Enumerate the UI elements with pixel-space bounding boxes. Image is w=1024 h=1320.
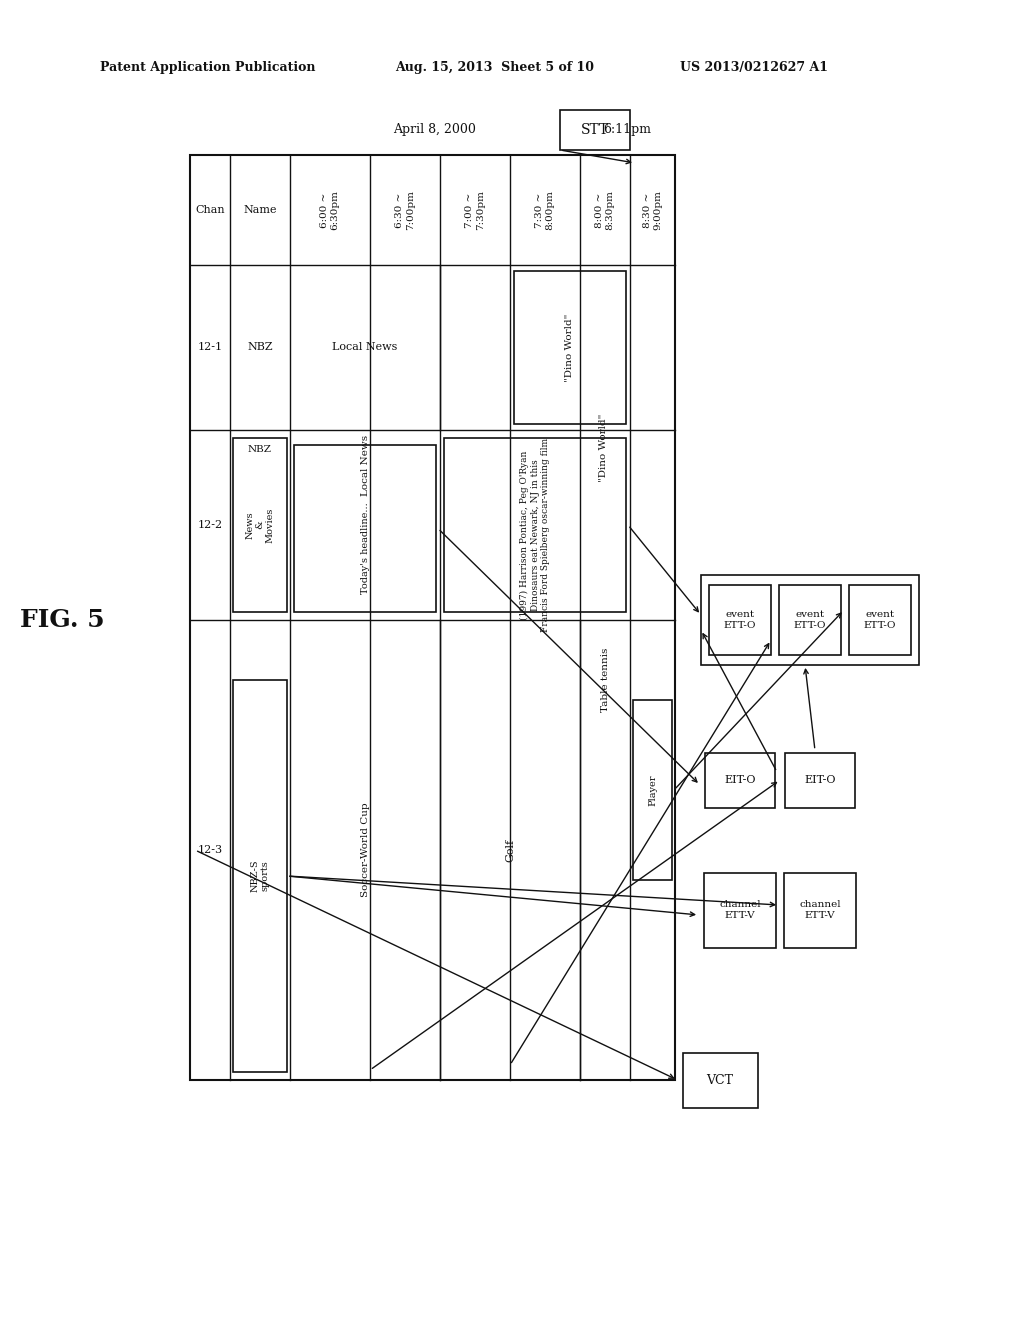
- Text: FIG. 5: FIG. 5: [19, 609, 104, 632]
- Bar: [233, 438, 287, 612]
- Text: Name: Name: [244, 205, 276, 215]
- Text: Local News: Local News: [360, 434, 370, 495]
- Bar: [705, 752, 775, 808]
- Text: Local News: Local News: [333, 342, 397, 352]
- Text: 8:30 ~
9:00pm: 8:30 ~ 9:00pm: [643, 190, 663, 230]
- Bar: [560, 110, 630, 150]
- Bar: [701, 576, 919, 665]
- Text: 6:00 ~
6:30pm: 6:00 ~ 6:30pm: [321, 190, 340, 230]
- Text: 8:00 ~
8:30pm: 8:00 ~ 8:30pm: [595, 190, 614, 230]
- Text: Table tennis: Table tennis: [600, 648, 609, 713]
- Bar: [444, 438, 626, 612]
- Text: Golf: Golf: [505, 838, 515, 862]
- Text: NBZ-S
sports: NBZ-S sports: [250, 859, 269, 892]
- Bar: [633, 700, 672, 880]
- Bar: [190, 154, 675, 1080]
- Text: "Dino World": "Dino World": [598, 413, 607, 482]
- Bar: [849, 585, 911, 655]
- Bar: [683, 1052, 758, 1107]
- Text: event
ETT-O: event ETT-O: [794, 610, 826, 630]
- Text: (1997) Harrison Pontiac, Peg O'Ryan
Dinosaurs eat Newark, NJ in this
Francis For: (1997) Harrison Pontiac, Peg O'Ryan Dino…: [520, 438, 550, 632]
- Text: Chan: Chan: [196, 205, 225, 215]
- Text: April 8, 2000: April 8, 2000: [393, 124, 476, 136]
- Text: STT: STT: [581, 123, 609, 137]
- Text: event
ETT-O: event ETT-O: [724, 610, 757, 630]
- Text: channel
ETT-V: channel ETT-V: [799, 900, 841, 920]
- Text: 6:11pm: 6:11pm: [603, 124, 651, 136]
- Text: EIT-O: EIT-O: [804, 775, 836, 785]
- Text: Aug. 15, 2013  Sheet 5 of 10: Aug. 15, 2013 Sheet 5 of 10: [395, 62, 594, 74]
- Bar: [705, 873, 776, 948]
- Bar: [294, 445, 436, 612]
- Text: 12-3: 12-3: [198, 845, 222, 855]
- Text: US 2013/0212627 A1: US 2013/0212627 A1: [680, 62, 828, 74]
- Text: "Dino World": "Dino World": [565, 313, 574, 381]
- Text: News
&
Movies: News & Movies: [245, 507, 274, 543]
- Text: EIT-O: EIT-O: [724, 775, 756, 785]
- Text: 12-2: 12-2: [198, 520, 222, 531]
- Text: 7:30 ~
8:00pm: 7:30 ~ 8:00pm: [536, 190, 555, 230]
- Text: NBZ: NBZ: [248, 445, 272, 454]
- Bar: [514, 271, 626, 424]
- Bar: [779, 585, 841, 655]
- Bar: [233, 680, 287, 1072]
- Text: 12-1: 12-1: [198, 342, 222, 352]
- Text: event
ETT-O: event ETT-O: [864, 610, 896, 630]
- Text: 7:00 ~
7:30pm: 7:00 ~ 7:30pm: [465, 190, 484, 230]
- Text: Today's headline...: Today's headline...: [360, 503, 370, 594]
- Text: Player: Player: [648, 775, 657, 805]
- Text: NBZ: NBZ: [247, 342, 272, 352]
- Bar: [785, 752, 855, 808]
- Text: Patent Application Publication: Patent Application Publication: [100, 62, 315, 74]
- Bar: [784, 873, 856, 948]
- Text: 6:30 ~
7:00pm: 6:30 ~ 7:00pm: [395, 190, 415, 230]
- Text: Soccer-World Cup: Soccer-World Cup: [360, 803, 370, 898]
- Text: channel
ETT-V: channel ETT-V: [719, 900, 761, 920]
- Bar: [709, 585, 771, 655]
- Text: VCT: VCT: [707, 1073, 733, 1086]
